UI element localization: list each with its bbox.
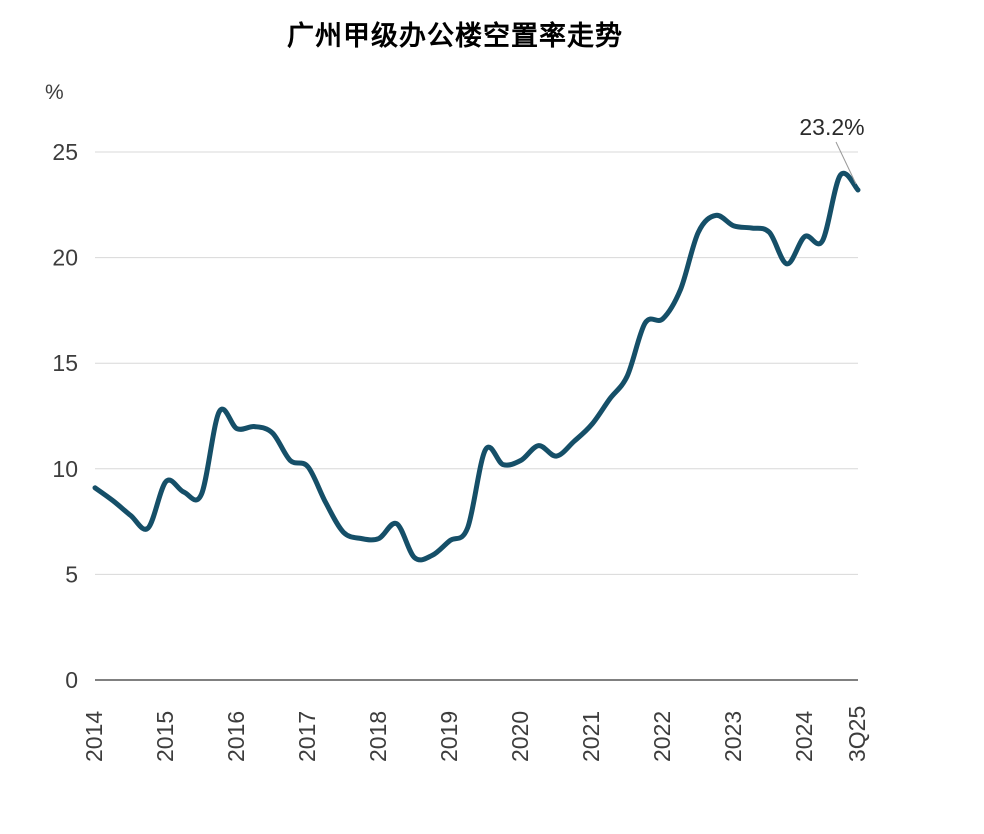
y-axis-tick-label: 10 [52, 456, 78, 482]
y-axis-tick-label: 25 [52, 139, 78, 165]
y-axis-tick-label: 20 [52, 245, 78, 271]
x-axis-tick-label: 2016 [223, 711, 249, 762]
x-axis-tick-label: 2019 [436, 711, 462, 762]
x-axis-tick-label: 2017 [294, 711, 320, 762]
chart-title: 广州甲级办公楼空置率走势 [287, 21, 623, 51]
x-axis-tick-label: 2015 [152, 711, 178, 762]
x-axis-tick-label: 3Q25 [844, 706, 870, 762]
x-axis-tick-label: 2024 [791, 711, 817, 762]
y-axis-unit-label: % [45, 81, 64, 104]
y-axis-tick-label: 0 [65, 667, 78, 693]
y-axis-tick-label: 5 [65, 561, 78, 587]
x-axis-tick-label: 2020 [507, 711, 533, 762]
vacancy-rate-line [92, 170, 861, 563]
x-axis-tick-label: 2014 [81, 711, 107, 762]
x-axis-tick-label: 2018 [365, 711, 391, 762]
x-axis-tick-label: 2023 [720, 711, 746, 762]
x-axis-tick-label: 2021 [578, 711, 604, 762]
annotation-leader-line [835, 141, 857, 185]
annotation-label: 23.2% [799, 114, 864, 140]
y-axis-tick-label: 15 [52, 350, 78, 376]
x-axis-tick-label: 2022 [649, 711, 675, 762]
